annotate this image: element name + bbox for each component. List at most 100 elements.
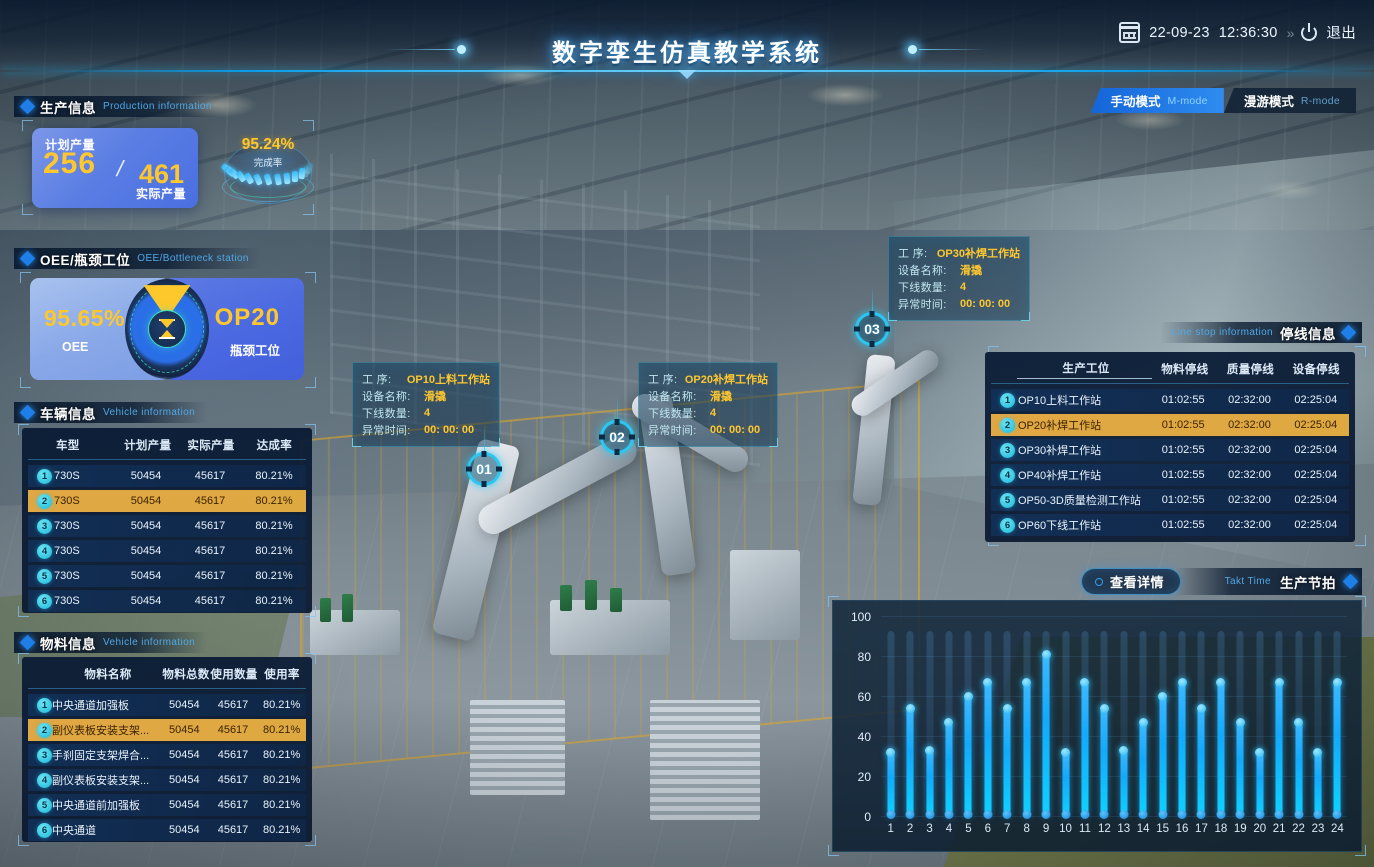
- table-row[interactable]: 4 730S 50454 45617 80.21%: [28, 540, 306, 562]
- chart-bar-column[interactable]: 3: [920, 617, 939, 835]
- chart-bar-column[interactable]: 24: [1328, 617, 1347, 835]
- table-row[interactable]: 1 OP10上料工作站 01:02:55 02:32:00 02:25:04: [991, 389, 1349, 411]
- cell-linestop-equipment: 02:25:04: [1294, 444, 1338, 456]
- chart-bar-column[interactable]: 5: [959, 617, 978, 835]
- row-index-badge: 5: [37, 568, 52, 584]
- header-date: 22-09-23: [1149, 24, 1210, 41]
- table-row[interactable]: 2 副仪表板安装支架... 50454 45617 80.21%: [28, 719, 306, 741]
- hourglass-badge: [148, 310, 186, 348]
- power-icon[interactable]: [1301, 24, 1318, 41]
- chart-bar-column[interactable]: 20: [1250, 617, 1269, 835]
- chart-bar-column[interactable]: 14: [1133, 617, 1152, 835]
- table-row[interactable]: 3 730S 50454 45617 80.21%: [28, 515, 306, 537]
- chart-bar-column[interactable]: 9: [1036, 617, 1055, 835]
- chart-bar-column[interactable]: 18: [1211, 617, 1230, 835]
- row-index-badge: 4: [37, 772, 52, 788]
- chart-bar-column[interactable]: 4: [939, 617, 958, 835]
- completion-rate-label: 完成率: [253, 158, 283, 169]
- chart-bar-column[interactable]: 17: [1192, 617, 1211, 835]
- station-marker-02[interactable]: 02: [599, 394, 635, 455]
- mode-switch: 手动模式 M-mode 漫游模式 R-mode: [1090, 88, 1356, 113]
- col-material-rate: 使用率: [264, 669, 300, 681]
- row-index-badge: 4: [1000, 467, 1015, 483]
- chart-bar-column[interactable]: 16: [1172, 617, 1191, 835]
- table-row[interactable]: 1 730S 50454 45617 80.21%: [28, 465, 306, 487]
- bar-base-dot: [1235, 810, 1245, 819]
- chart-bar-column[interactable]: 2: [900, 617, 919, 835]
- table-row[interactable]: 2 730S 50454 45617 80.21%: [28, 490, 306, 512]
- logout-button[interactable]: 退出: [1326, 26, 1356, 42]
- chart-bar-column[interactable]: 21: [1269, 617, 1288, 835]
- chevron-right-icon: »: [1286, 24, 1295, 41]
- part-c: [610, 588, 622, 612]
- header-time: 12:36:30: [1218, 24, 1278, 41]
- chart-bar-column[interactable]: 23: [1308, 617, 1327, 835]
- row-index-badge: 2: [37, 722, 52, 738]
- station-marker-03[interactable]: 03: [854, 286, 890, 347]
- table-row[interactable]: 5 中央通道前加强板 50454 45617 80.21%: [28, 794, 306, 816]
- chart-bar-column[interactable]: 15: [1153, 617, 1172, 835]
- chart-bar-column[interactable]: 8: [1017, 617, 1036, 835]
- bar-base-dot: [925, 810, 935, 819]
- section-subtitle-material: Vehicle information: [103, 637, 196, 648]
- table-row[interactable]: 1 中央通道加强板 50454 45617 80.21%: [28, 694, 306, 716]
- cell-material-total: 50454: [169, 749, 200, 761]
- gauge-ring-inner: [230, 176, 306, 198]
- bar-cap-dot: [1022, 678, 1032, 687]
- table-row[interactable]: 2 OP20补焊工作站 01:02:55 02:32:00 02:25:04: [991, 414, 1349, 436]
- y-axis-tick-label: 60: [857, 690, 871, 704]
- chart-bar-column[interactable]: 19: [1231, 617, 1250, 835]
- mode-manual[interactable]: 手动模式 M-mode: [1090, 88, 1224, 113]
- table-row[interactable]: 6 730S 50454 45617 80.21%: [28, 590, 306, 612]
- cell-linestop-equipment: 02:25:04: [1294, 394, 1338, 406]
- chart-bar-column[interactable]: 1: [881, 617, 900, 835]
- frame-production: [22, 120, 314, 215]
- tooltip-key: 异常时间:: [648, 424, 697, 437]
- table-row[interactable]: 4 副仪表板安装支架... 50454 45617 80.21%: [28, 769, 306, 791]
- actual-output-value: 461: [138, 159, 184, 189]
- tooltip-row: 设备名称: 滑撬: [362, 387, 490, 404]
- bar-base-dot: [1294, 810, 1304, 819]
- table-row[interactable]: 3 手刹固定支架焊合... 50454 45617 80.21%: [28, 744, 306, 766]
- row-index-badge: 6: [37, 593, 52, 609]
- cell-vehicle-model: 730S: [54, 545, 80, 557]
- section-header-linestop: Line stop information 停线信息: [1159, 322, 1362, 343]
- cell-vehicle-actual: 45617: [194, 545, 226, 557]
- frame-vehicle: [18, 424, 316, 617]
- chart-bar-column[interactable]: 11: [1075, 617, 1094, 835]
- bar-cap-dot: [963, 692, 973, 701]
- bar-cap-dot: [1041, 650, 1051, 659]
- col-linestop-quality: 质量停线: [1226, 364, 1275, 376]
- x-axis-tick-label: 16: [1175, 823, 1189, 835]
- cell-vehicle-plan: 50454: [130, 495, 162, 507]
- chart-bar-column[interactable]: 22: [1289, 617, 1308, 835]
- mode-manual-en: M-mode: [1167, 94, 1208, 107]
- section-header-vehicle: 车辆信息 Vehicle information: [14, 402, 208, 423]
- table-row[interactable]: 4 OP40补焊工作站 01:02:55 02:32:00 02:25:04: [991, 464, 1349, 486]
- marker-stem: [484, 426, 485, 452]
- table-row[interactable]: 5 730S 50454 45617 80.21%: [28, 565, 306, 587]
- tooltip-row: 工 序: OP10上料工作站: [362, 370, 490, 387]
- table-row[interactable]: 6 OP60下线工作站 01:02:55 02:32:00 02:25:04: [991, 514, 1349, 536]
- table-row[interactable]: 3 OP30补焊工作站 01:02:55 02:32:00 02:25:04: [991, 439, 1349, 461]
- part-d: [320, 598, 331, 622]
- chart-bar-column[interactable]: 7: [998, 617, 1017, 835]
- chart-bar-column[interactable]: 12: [1095, 617, 1114, 835]
- bar-base-dot: [963, 810, 973, 819]
- view-details-button[interactable]: 查看详情: [1080, 568, 1181, 595]
- chart-bar-column[interactable]: 10: [1056, 617, 1075, 835]
- bar-base-dot: [1080, 810, 1090, 819]
- chart-bar-column[interactable]: 6: [978, 617, 997, 835]
- mode-roam[interactable]: 漫游模式 R-mode: [1223, 88, 1356, 113]
- table-row[interactable]: 6 中央通道 50454 45617 80.21%: [28, 819, 306, 841]
- bar-base-dot: [1196, 810, 1206, 819]
- x-axis-tick-label: 14: [1136, 823, 1150, 835]
- diamond-icon: [19, 98, 36, 115]
- tooltip-row: 设备名称: 滑撬: [898, 261, 1020, 278]
- x-axis-tick-label: 4: [945, 823, 953, 835]
- chart-bar-column[interactable]: 13: [1114, 617, 1133, 835]
- table-row[interactable]: 5 OP50-3D质量检测工作站 01:02:55 02:32:00 02:25:04: [991, 489, 1349, 511]
- tooltip-row: 下线数量: 4: [648, 404, 768, 421]
- bar-base-dot: [1002, 810, 1012, 819]
- station-marker-01[interactable]: 01: [466, 426, 502, 487]
